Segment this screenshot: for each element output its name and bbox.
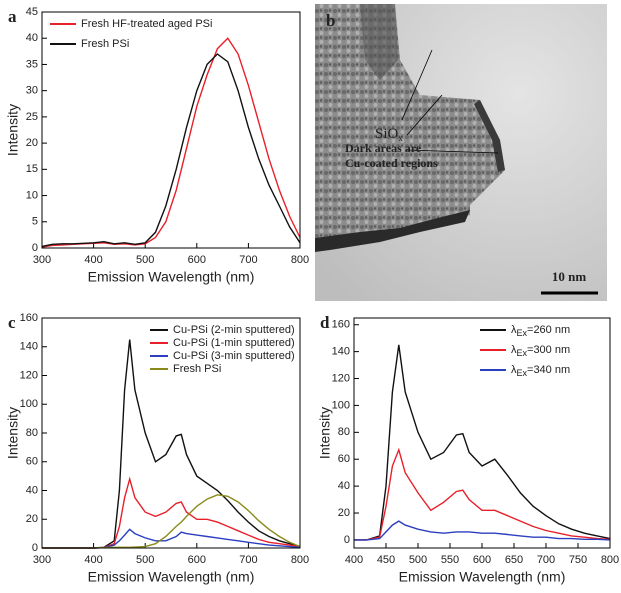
x-tick-label: 650 — [505, 554, 523, 566]
series-line — [42, 339, 301, 549]
series-line — [354, 344, 611, 541]
legend-label: Fresh HF-treated aged PSi — [81, 18, 212, 30]
y-tick-label: 5 — [32, 216, 38, 228]
oxide-subscript: x — [398, 133, 403, 143]
y-axis-title: Intensity — [5, 407, 21, 459]
y-tick-label: 15 — [26, 163, 38, 175]
x-axis-title: Emission Wavelength (nm) — [399, 569, 566, 585]
y-tick-label: 140 — [20, 341, 38, 353]
y-tick-label: 40 — [338, 480, 350, 492]
y-tick-label: 25 — [26, 111, 38, 123]
y-tick-label: 80 — [338, 426, 350, 438]
y-tick-label: 10 — [26, 189, 38, 201]
annotation: Cu-coated regions — [345, 156, 438, 170]
x-tick-label: 300 — [33, 254, 51, 266]
y-axis-title: Intensity — [317, 407, 333, 459]
y-tick-label: 100 — [332, 399, 350, 411]
x-tick-label: 450 — [377, 554, 395, 566]
oxide-text: SiO — [375, 126, 399, 142]
panel-label: a — [8, 7, 17, 26]
panel-label: c — [8, 313, 16, 332]
x-tick-label: 600 — [473, 554, 491, 566]
annotation: Dark areas are — [345, 141, 422, 155]
y-tick-label: 20 — [26, 513, 38, 525]
y-tick-label: 140 — [332, 346, 350, 358]
x-tick-label: 500 — [136, 554, 154, 566]
tem-image: b SiOx Dark areas are Cu-coated regions … — [315, 4, 607, 301]
x-tick-label: 700 — [239, 254, 257, 266]
x-tick-label: 700 — [239, 554, 257, 566]
y-tick-label: 0 — [32, 542, 38, 554]
y-tick-label: 160 — [20, 312, 38, 324]
y-tick-label: 160 — [332, 319, 350, 331]
x-tick-label: 600 — [188, 254, 206, 266]
series-line — [354, 447, 611, 541]
legend-label: Fresh PSi — [81, 38, 129, 50]
series-line — [354, 520, 611, 541]
chart-panel: 300 400 500 600 700 800 0 5 10 15 20 25 30 35 40 45 Emis… — [5, 6, 309, 285]
x-tick-label: 800 — [601, 554, 619, 566]
x-tick-label: 800 — [291, 554, 309, 566]
series-line — [41, 53, 301, 248]
y-tick-label: 45 — [26, 6, 38, 18]
plot-frame — [41, 317, 301, 549]
legend-label: Cu-PSi (3-min sputtered) — [173, 350, 295, 362]
x-axis-title: Emission Wavelength (nm) — [88, 269, 255, 285]
legend-label: λEx=340 nm — [511, 364, 570, 378]
plot-frame — [41, 11, 301, 249]
y-tick-label: 120 — [332, 372, 350, 384]
x-tick-label: 400 — [84, 254, 102, 266]
y-tick-label: 120 — [20, 369, 38, 381]
x-tick-label: 800 — [291, 254, 309, 266]
chart-panel: 400 450 500 550 600 650 700 750 800 0 20 40 60 80 100 1… — [317, 313, 619, 585]
panel-label: d — [320, 313, 330, 332]
x-tick-label: 750 — [569, 554, 587, 566]
oxide-label: SiOx — [375, 126, 403, 143]
legend-label: Cu-PSi (1-min sputtered) — [173, 337, 295, 349]
x-tick-label: 700 — [537, 554, 555, 566]
y-tick-label: 40 — [26, 484, 38, 496]
x-tick-label: 500 — [409, 554, 427, 566]
y-tick-label: 30 — [26, 85, 38, 97]
legend-label: λEx=300 nm — [511, 344, 570, 358]
plot-frame — [353, 317, 611, 549]
x-tick-label: 600 — [188, 554, 206, 566]
x-tick-label: 400 — [345, 554, 363, 566]
legend-label: Fresh PSi — [173, 363, 221, 375]
series-line — [41, 37, 301, 248]
y-tick-label: 80 — [26, 427, 38, 439]
x-tick-label: 550 — [441, 554, 459, 566]
series-line — [42, 476, 301, 549]
y-tick-label: 0 — [32, 242, 38, 254]
y-tick-label: 20 — [26, 137, 38, 149]
x-tick-label: 500 — [136, 254, 154, 266]
y-tick-label: 60 — [338, 453, 350, 465]
x-axis-title: Emission Wavelength (nm) — [88, 569, 255, 585]
y-tick-label: 35 — [26, 58, 38, 70]
x-tick-label: 300 — [33, 554, 51, 566]
x-tick-label: 400 — [84, 554, 102, 566]
y-tick-label: 60 — [26, 456, 38, 468]
y-tick-label: 0 — [344, 534, 350, 546]
y-axis-title: Intensity — [5, 104, 21, 156]
panel-label: b — [326, 11, 335, 30]
y-tick-label: 40 — [26, 32, 38, 44]
chart-panel: 300 400 500 600 700 800 0 20 40 60 80 100 120 140 160 E… — [5, 312, 309, 585]
legend-label: Cu-PSi (2-min sputtered) — [173, 324, 295, 336]
y-tick-label: 100 — [20, 398, 38, 410]
scale-bar-label: 10 nm — [552, 269, 586, 284]
y-tick-label: 20 — [338, 507, 350, 519]
legend-label: λEx=260 nm — [511, 324, 570, 338]
